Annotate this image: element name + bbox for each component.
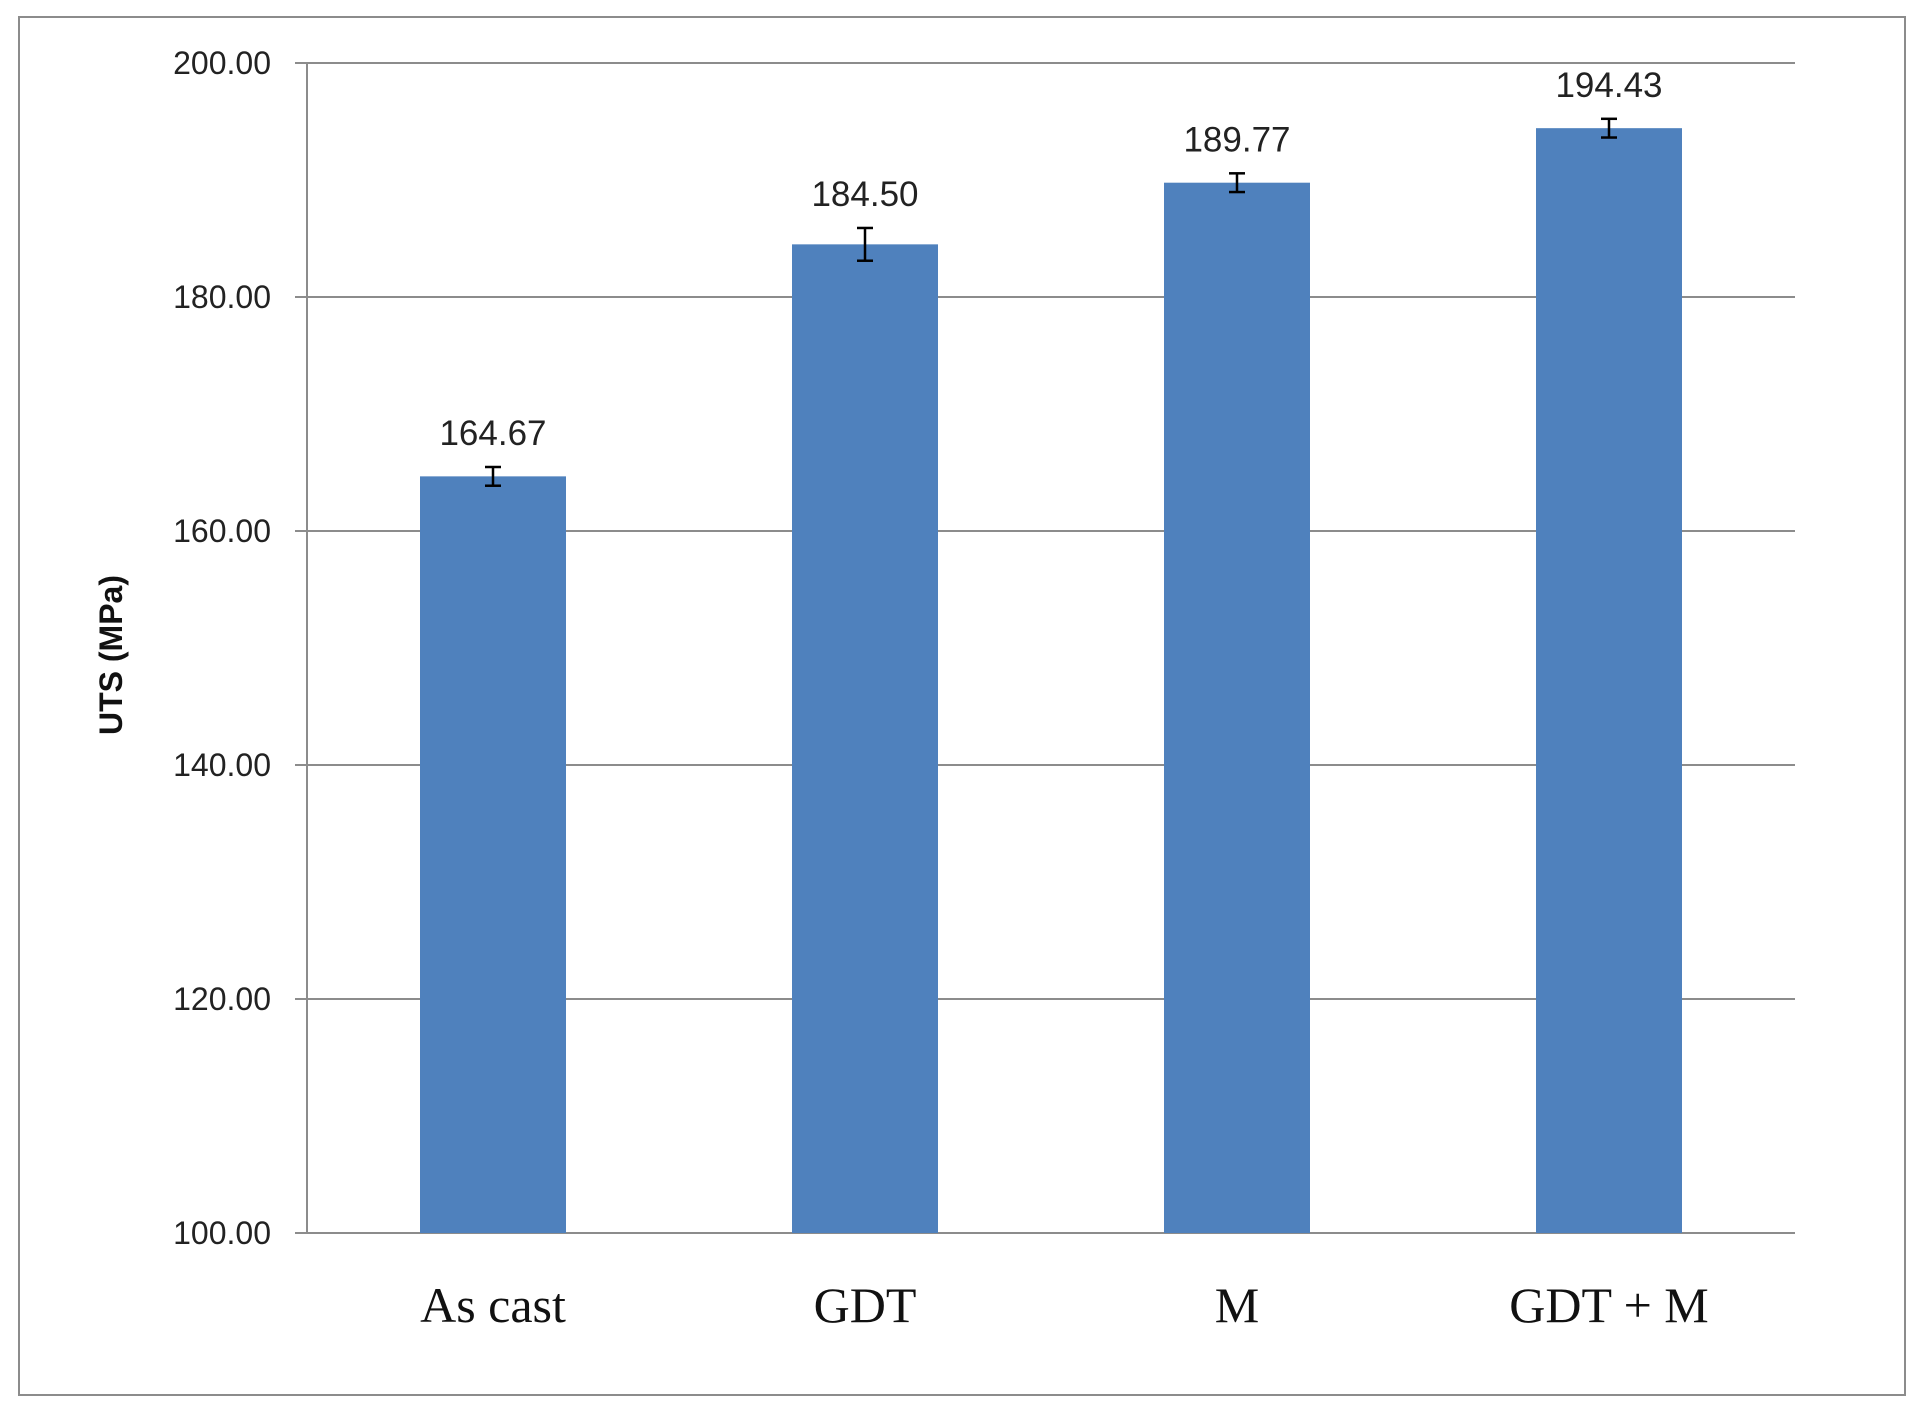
data-label: 194.43 (1555, 66, 1662, 105)
y-tick-label: 140.00 (173, 747, 271, 783)
x-tick-label: GDT (814, 1277, 917, 1333)
y-tick-label: 160.00 (173, 513, 271, 549)
labels: 100.00 120.00 140.00 160.00 180.00 200.00 164.… (173, 45, 1709, 1333)
data-label: 164.67 (439, 414, 546, 453)
bar (1536, 128, 1682, 1234)
error-bars (485, 117, 1617, 487)
x-tick-label: As cast (420, 1277, 566, 1333)
data-label: 184.50 (811, 175, 918, 214)
y-tick-label: 180.00 (173, 279, 271, 315)
y-tick-label: 200.00 (173, 45, 271, 81)
y-tick-label: 100.00 (173, 1215, 271, 1251)
y-axis-title: UTS (MPa) (93, 575, 129, 735)
x-tick-label: GDT + M (1509, 1277, 1709, 1333)
bars (420, 128, 1682, 1234)
y-tick-label: 120.00 (173, 981, 271, 1017)
x-tick-label: M (1215, 1277, 1259, 1333)
data-label: 189.77 (1183, 120, 1290, 159)
bar (420, 476, 566, 1234)
bar (1164, 182, 1310, 1233)
bar (792, 244, 938, 1234)
